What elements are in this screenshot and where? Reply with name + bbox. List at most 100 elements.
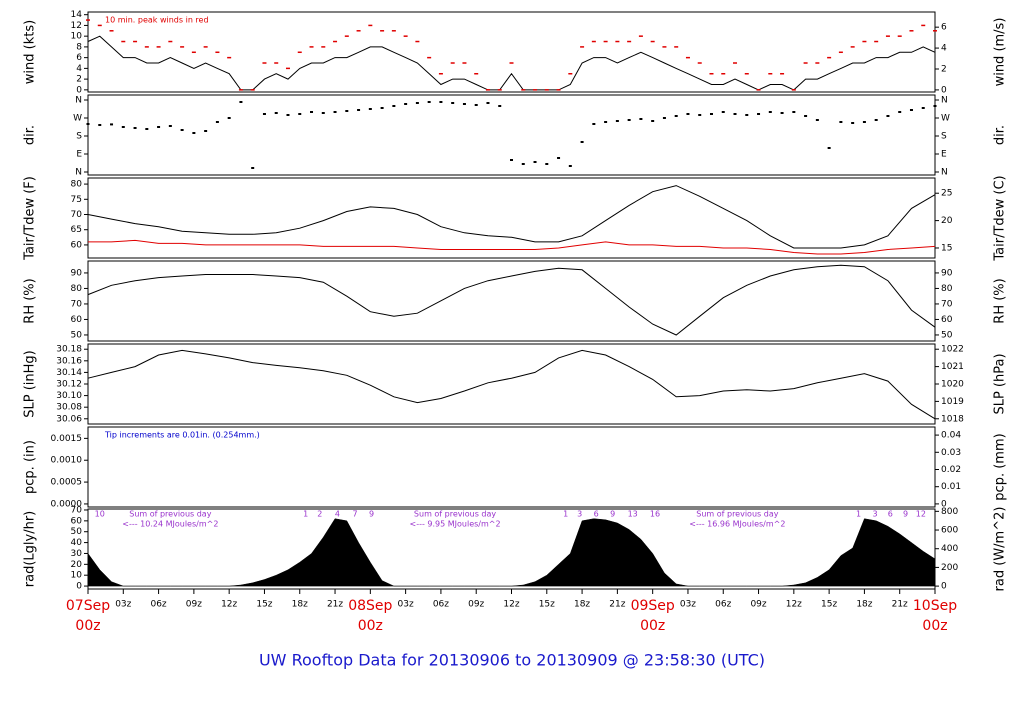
dir-point — [180, 129, 184, 131]
y-axis-label: rad(Lgly/hr) — [23, 511, 38, 587]
peak-marker — [921, 24, 926, 27]
y-tick-label: 30.08 — [56, 403, 82, 413]
dir-point — [686, 113, 690, 115]
dir-point — [639, 118, 643, 120]
sun-marker: 16 — [650, 510, 660, 519]
peak-marker — [627, 40, 632, 43]
peak-marker — [321, 46, 326, 48]
daily-sum: Sum of previous day — [696, 510, 778, 519]
peak-marker — [438, 72, 443, 75]
y2-tick-label: 6 — [941, 23, 947, 33]
peak-marker — [391, 30, 396, 32]
y-tick-label: 40 — [71, 538, 83, 548]
y2-tick-label: 15 — [941, 243, 952, 253]
peak-marker — [262, 62, 267, 64]
y2-tick-label: N — [941, 96, 948, 106]
peak-marker — [121, 40, 126, 43]
y2-axis-label: RH (%) — [993, 278, 1008, 323]
peak-marker — [156, 46, 161, 48]
peak-marker — [450, 62, 455, 64]
dir-point — [462, 103, 466, 105]
peak-marker — [685, 56, 690, 59]
x-tick-label: 15z — [256, 600, 272, 610]
y-tick-label: 0.0005 — [51, 478, 83, 488]
sun-marker: 12 — [916, 510, 926, 519]
peak-marker — [780, 72, 785, 75]
dir-point — [204, 130, 208, 132]
daily-sum: <--- 16.96 MJoules/m^2 — [689, 520, 785, 529]
dir-point — [357, 109, 361, 111]
daily-sum: <--- 9.95 MJoules/m^2 — [409, 520, 500, 529]
y2-tick-label: 200 — [941, 563, 958, 573]
dir-point — [368, 108, 372, 110]
dir-point — [615, 120, 619, 122]
peak-marker — [97, 24, 102, 27]
peak-marker — [815, 62, 820, 64]
dir-point — [768, 111, 772, 113]
panel-frame — [87, 94, 936, 176]
footer-title: UW Rooftop Data for 20130906 to 20130909… — [259, 651, 765, 670]
dir-point — [862, 121, 866, 123]
y-tick-label: 75 — [71, 195, 82, 205]
y2-tick-label: E — [941, 150, 947, 160]
y-tick-label: 70 — [71, 299, 83, 309]
y-tick-label: 30.12 — [56, 380, 82, 390]
dir-point — [262, 113, 266, 115]
sun-marker: 1 — [303, 510, 308, 519]
y-tick-label: 80 — [71, 284, 83, 294]
y2-tick-label: N — [941, 168, 948, 178]
y-tick-label: 90 — [71, 268, 83, 278]
dir-point — [286, 114, 290, 116]
y-tick-label: 50 — [71, 330, 83, 340]
peak-marker — [721, 72, 726, 75]
dir-point — [427, 101, 431, 103]
y2-axis-label: Tair/Tdew (C) — [993, 175, 1008, 261]
peak-marker — [768, 72, 773, 75]
y-tick-label: 70 — [71, 505, 83, 515]
y2-tick-label: 70 — [941, 299, 953, 309]
series-line — [87, 349, 936, 420]
x-tick-label: 12z — [503, 600, 519, 610]
x-tick-label: 21z — [892, 600, 908, 610]
dir-point — [921, 107, 925, 109]
dir-point — [215, 121, 219, 123]
y-axis-label: wind (kts) — [23, 20, 38, 84]
dir-point — [451, 102, 455, 104]
peak-marker — [897, 35, 902, 37]
sun-marker: 3 — [872, 510, 877, 519]
y-tick-label: 6 — [76, 53, 82, 63]
dir-point — [898, 111, 902, 113]
dir-point — [474, 104, 478, 106]
y2-tick-label: 1022 — [941, 345, 964, 355]
x-tick-label: 09z — [186, 600, 202, 610]
y-tick-label: 60 — [71, 240, 83, 250]
dir-point — [545, 163, 549, 165]
y2-axis-label: SLP (hPa) — [993, 353, 1008, 414]
sun-marker: 7 — [352, 510, 357, 519]
peak-marker — [368, 24, 373, 27]
sun-marker: 10 — [95, 510, 105, 519]
y-tick-label: 12 — [71, 21, 82, 31]
peak-marker — [497, 89, 502, 91]
peak-marker — [344, 35, 349, 37]
y-tick-label: E — [76, 150, 82, 160]
dir-point — [310, 111, 314, 113]
y2-tick-label: W — [941, 114, 950, 124]
dir-point — [580, 141, 584, 143]
dir-point — [627, 119, 631, 121]
dir-point — [510, 159, 513, 161]
dir-point — [698, 114, 702, 116]
dir-point — [533, 161, 537, 163]
dir-point — [792, 111, 796, 113]
y-tick-label: 30 — [71, 549, 83, 559]
y-axis-label: SLP (inHg) — [23, 350, 38, 418]
dir-point — [321, 112, 325, 114]
dir-point — [815, 119, 819, 121]
peak-marker — [415, 40, 420, 43]
dir-point — [933, 105, 937, 107]
y2-tick-label: 20 — [941, 216, 953, 226]
peak-marker — [697, 62, 702, 64]
dir-point — [827, 147, 831, 149]
dir-point — [909, 109, 913, 111]
peak-marker — [580, 46, 585, 48]
